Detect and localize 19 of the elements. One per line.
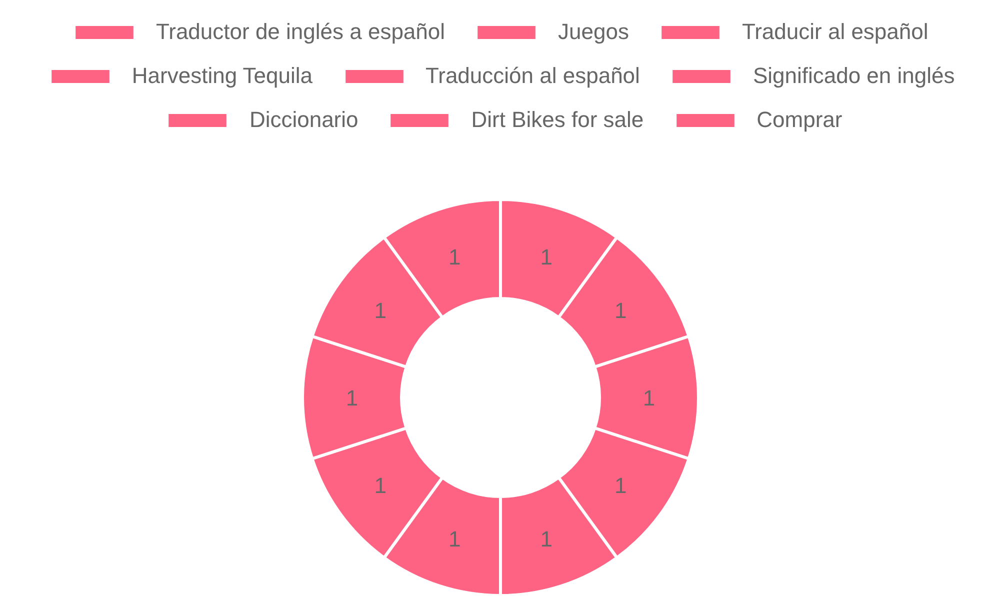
legend-label: Traducir al español [742,19,928,45]
data-label: 1 [374,472,386,498]
legend-label: Comprar [756,107,842,133]
legend-label: Harvesting Tequila [132,63,312,89]
legend-label: Significado en inglés [752,63,955,89]
data-label: 1 [374,298,386,324]
data-label: 1 [540,526,553,552]
legend-label: Juegos [558,19,629,45]
data-label: 1 [540,244,553,270]
legend-label: Dirt Bikes for sale [471,107,644,133]
data-label: 1 [614,298,627,324]
data-label: 1 [642,386,656,410]
legend-label: Traducción al español [426,63,640,89]
data-label: 1 [448,244,461,270]
data-label: 1 [346,386,358,410]
data-label: 1 [448,526,461,552]
legend-label: Diccionario [249,107,358,133]
legend-label: Traductor de inglés a español [156,19,446,45]
data-label: 1 [614,472,627,498]
